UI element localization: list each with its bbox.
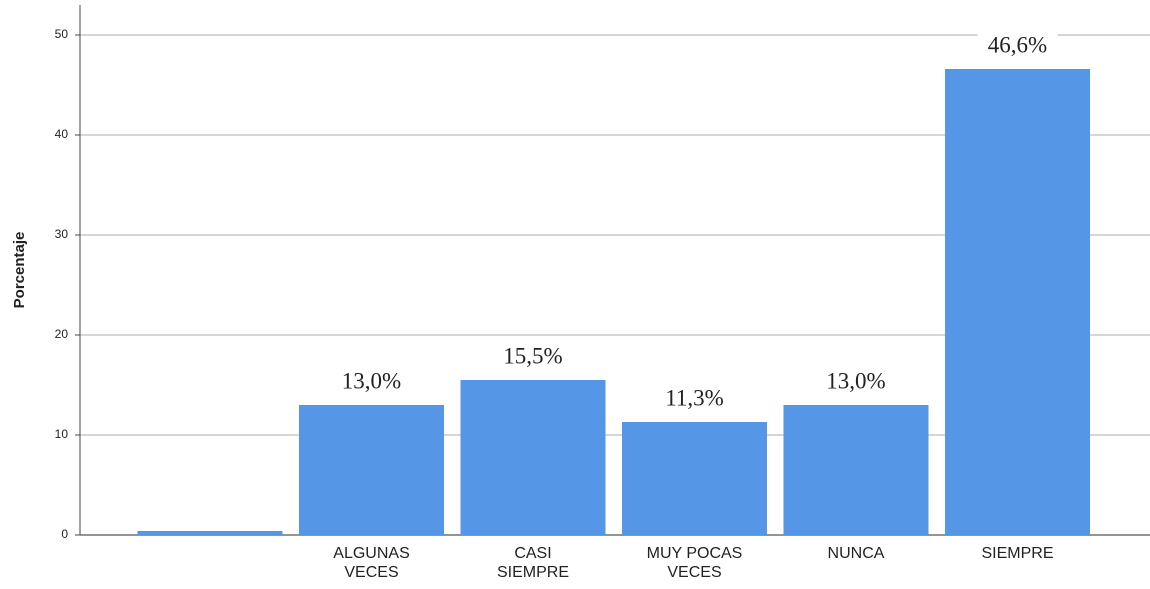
y-tick-label: 50	[55, 27, 69, 41]
x-tick-label: NUNCA	[827, 545, 885, 562]
y-axis-label: Porcentaje	[11, 232, 28, 309]
y-tick-label: 0	[61, 527, 68, 541]
value-label-bg	[654, 386, 735, 414]
y-tick-label: 10	[55, 427, 69, 441]
bar	[460, 380, 606, 535]
value-label: 15,5%	[503, 343, 562, 368]
value-label: 13,0%	[826, 368, 885, 393]
y-tick-label: 40	[55, 127, 69, 141]
value-label: 11,3%	[665, 385, 724, 410]
bar	[299, 405, 444, 535]
x-tick-label: ALGUNAS VECES	[333, 545, 410, 581]
bar	[783, 405, 929, 535]
value-label-bg	[977, 33, 1058, 61]
value-label-bg	[816, 369, 896, 397]
x-tick-label: CASI SIEMPRE	[496, 545, 569, 581]
value-label: 46,6%	[988, 32, 1047, 57]
y-tick-label: 20	[55, 327, 69, 341]
x-tick-label: SIEMPRE	[981, 545, 1054, 562]
bar	[945, 69, 1090, 535]
y-tick-label: 30	[55, 227, 69, 241]
value-label-bg	[493, 344, 573, 372]
x-tick-label: MUY POCAS VECES	[646, 545, 743, 581]
bar	[622, 422, 767, 535]
value-label: 13,0%	[342, 368, 401, 393]
value-label-bg	[331, 369, 412, 397]
bar	[137, 531, 283, 535]
